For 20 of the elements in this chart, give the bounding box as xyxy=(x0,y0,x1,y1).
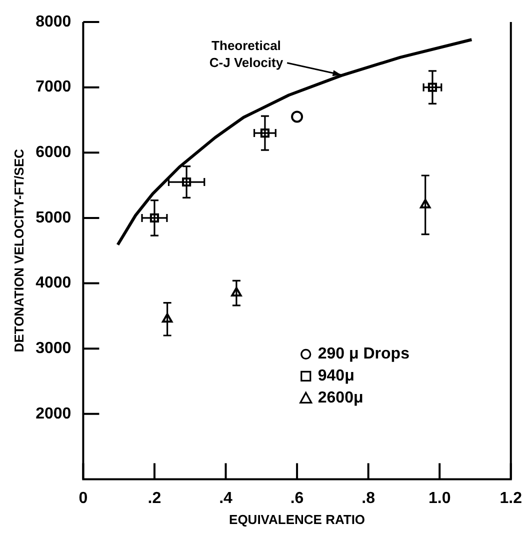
y-tick-label: 2000 xyxy=(36,405,72,422)
y-axis-title: DETONATION VELOCITY-FT/SEC xyxy=(11,148,26,352)
y-tick-label: 4000 xyxy=(36,274,72,292)
legend-label: 940μ xyxy=(318,368,354,385)
x-tick-label: .6 xyxy=(290,490,304,508)
y-tick-label: 7000 xyxy=(36,78,72,96)
x-tick-label: 0 xyxy=(78,490,88,508)
y-tick-label: 3000 xyxy=(36,340,72,357)
x-tick-label: .8 xyxy=(362,490,376,508)
y-tick-label: 6000 xyxy=(36,144,72,162)
x-tick-label: 1.2 xyxy=(500,490,522,508)
x-tick-label: .4 xyxy=(219,490,233,508)
x-tick-label: .2 xyxy=(148,490,162,508)
annotation: Theoretical C-J Velocity xyxy=(209,38,284,70)
legend-label: 290 μ Drops xyxy=(318,346,410,363)
y-tick-label: 5000 xyxy=(36,209,72,226)
x-axis-title: EQUIVALENCE RATIO xyxy=(229,512,366,527)
y-tick-label: 8000 xyxy=(36,13,72,30)
legend-label: 2600μ xyxy=(318,390,364,407)
x-tick-label: 1.0 xyxy=(428,490,451,508)
